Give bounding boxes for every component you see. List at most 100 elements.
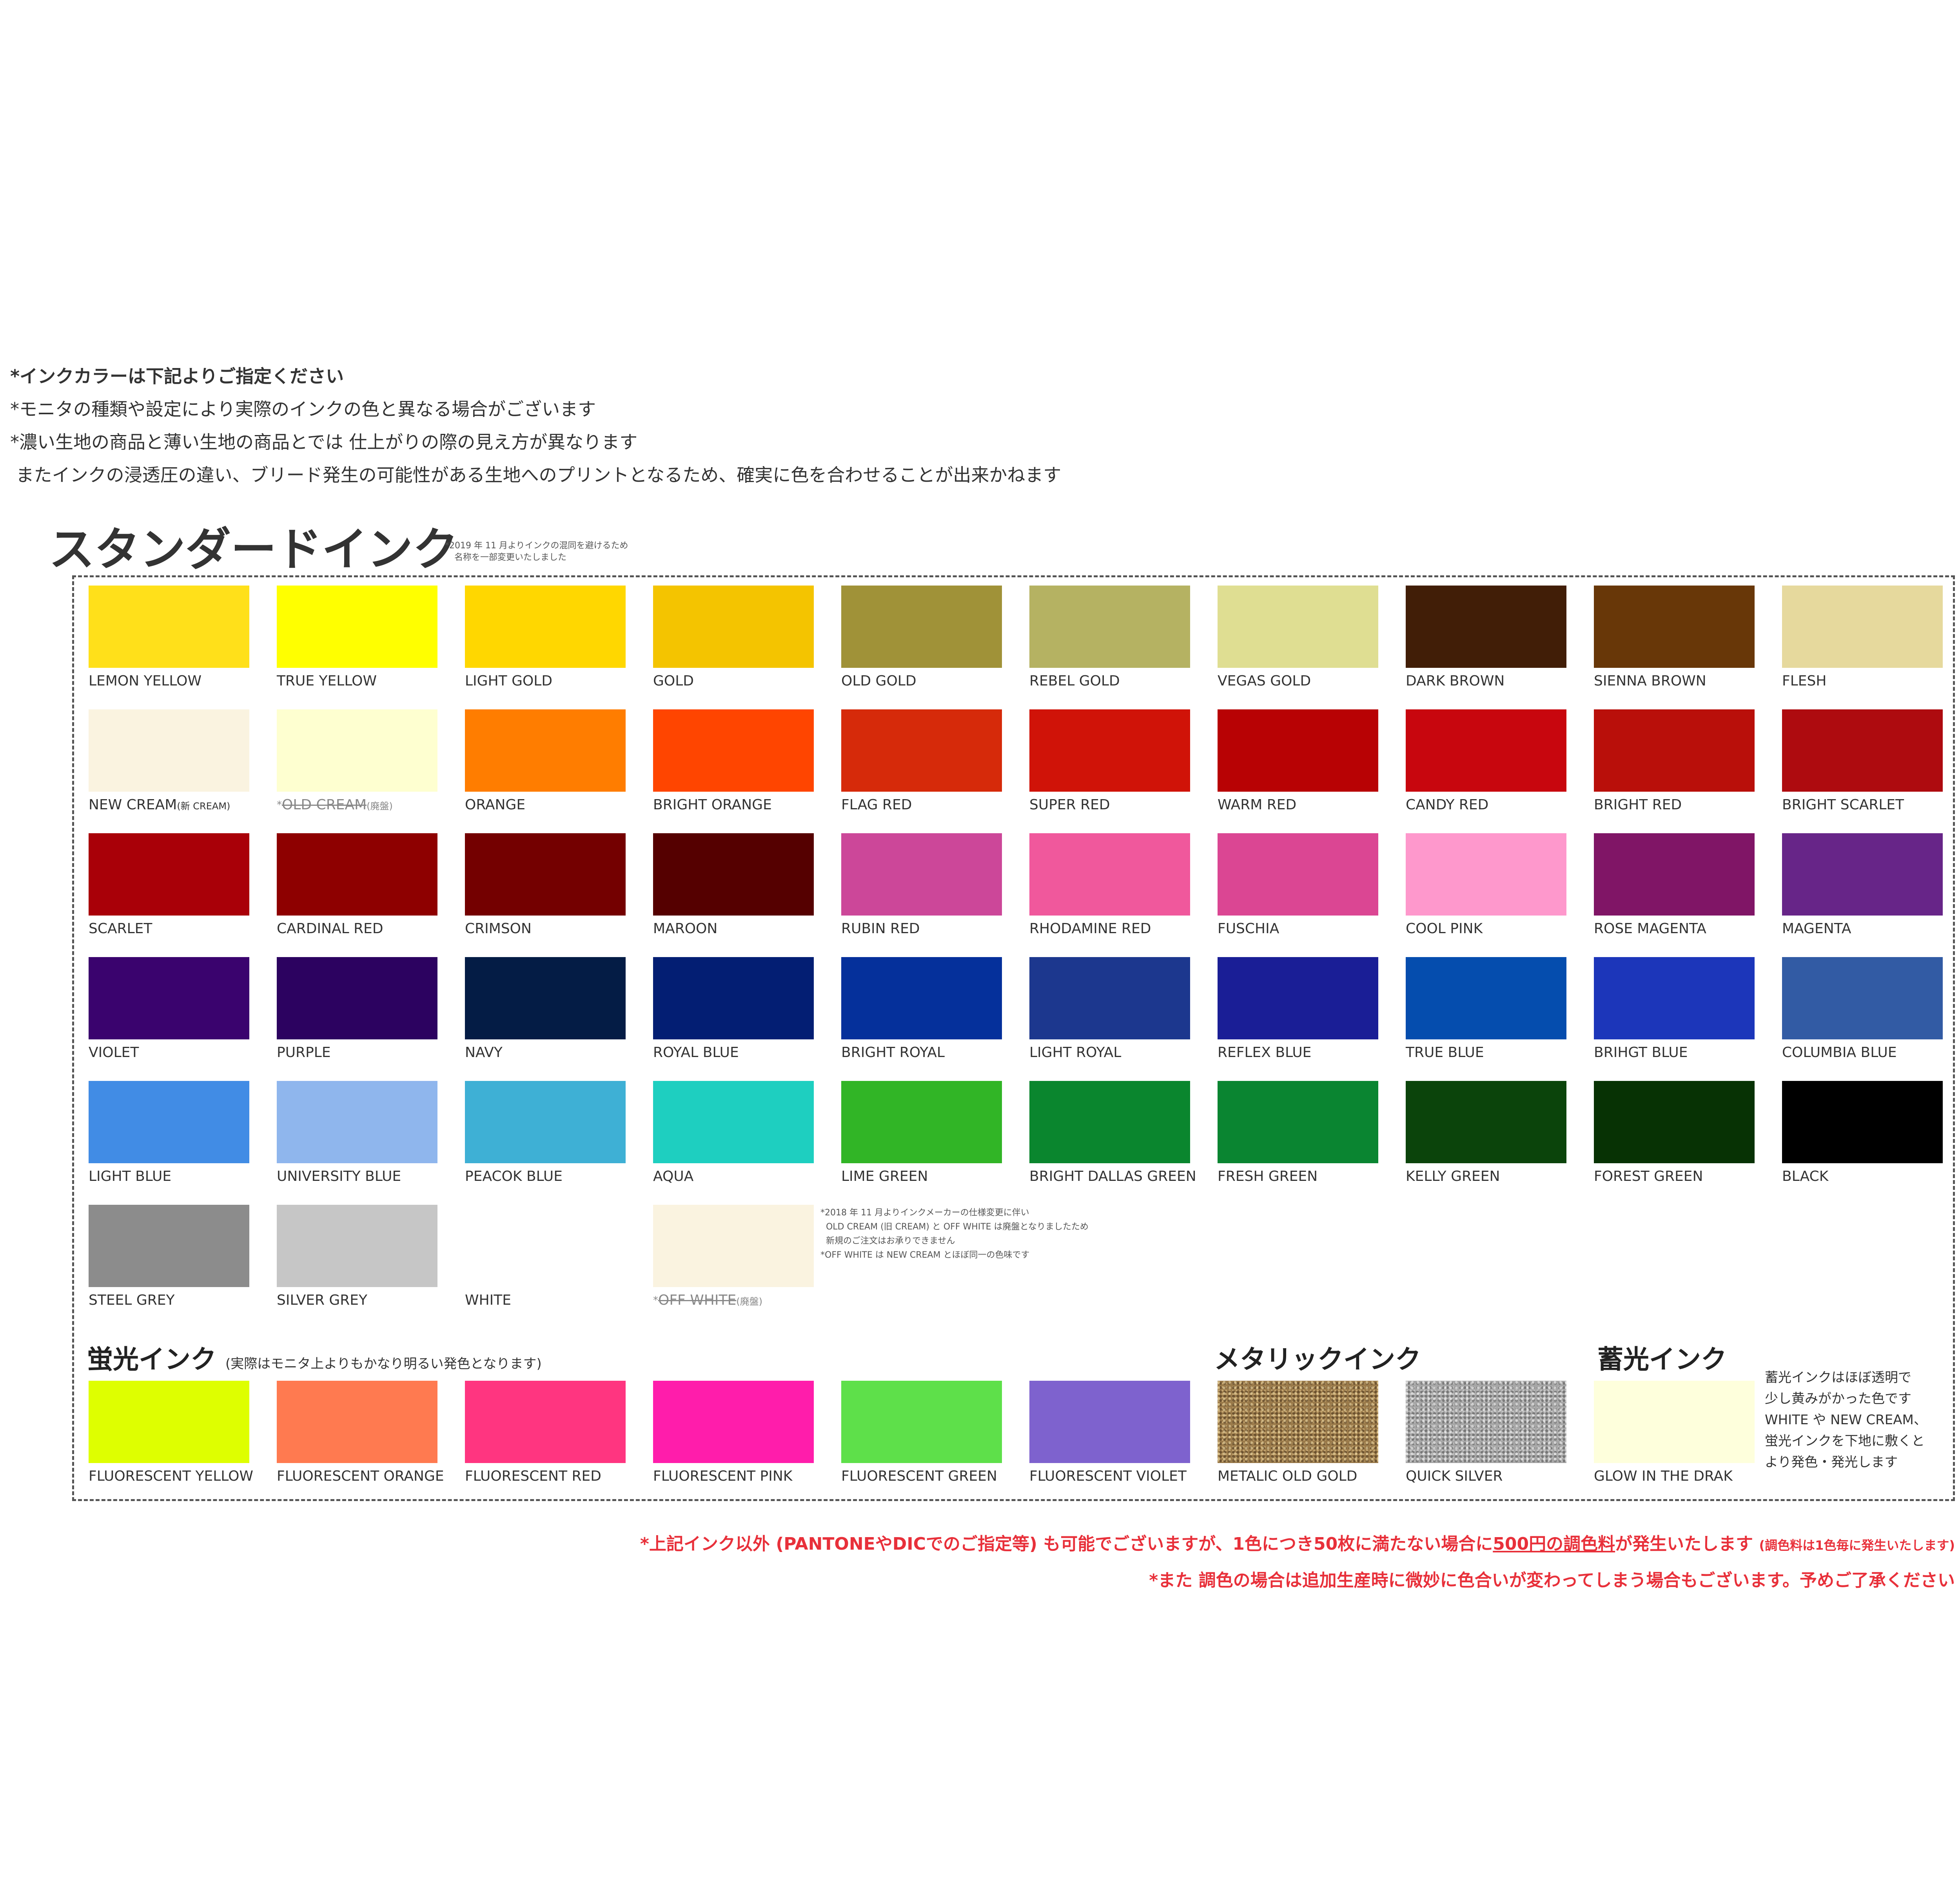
color-swatch <box>1218 957 1378 1039</box>
swatch-label: FUSCHIA <box>1218 920 1279 937</box>
swatch-label: MAGENTA <box>1782 920 1851 937</box>
swatch-name: RHODAMINE RED <box>1029 921 1151 937</box>
swatch-name: FLUORESCENT YELLOW <box>89 1468 254 1484</box>
swatch-name: GOLD <box>653 673 694 689</box>
swatch-name: PURPLE <box>277 1044 331 1061</box>
color-swatch <box>1406 1381 1566 1463</box>
swatch-name: FLUORESCENT GREEN <box>841 1468 997 1484</box>
swatch-label: BLACK <box>1782 1168 1828 1185</box>
swatch-name: FLUORESCENT VIOLET <box>1029 1468 1187 1484</box>
asterisk-mark: * <box>277 799 282 811</box>
color-swatch <box>1218 586 1378 668</box>
color-swatch <box>89 833 249 916</box>
swatch-label: UNIVERSITY BLUE <box>277 1168 401 1185</box>
swatch-label: FOREST GREEN <box>1594 1168 1703 1185</box>
swatch-name: LIGHT GOLD <box>465 673 553 689</box>
swatch-label: CRIMSON <box>465 920 532 937</box>
color-swatch <box>653 957 814 1039</box>
swatch-label: GOLD <box>653 673 694 690</box>
swatch-name: OLD CREAM <box>282 797 367 813</box>
color-swatch <box>465 1081 626 1163</box>
swatch-label: LIGHT BLUE <box>89 1168 171 1185</box>
swatch-label: VEGAS GOLD <box>1218 673 1311 690</box>
swatch-name: ROYAL BLUE <box>653 1044 739 1061</box>
swatch-name: UNIVERSITY BLUE <box>277 1168 401 1184</box>
swatch-label: REBEL GOLD <box>1029 673 1120 690</box>
swatch-name: BRIGHT ORANGE <box>653 797 772 813</box>
color-swatch <box>1218 1081 1378 1163</box>
swatch-label: REFLEX BLUE <box>1218 1044 1311 1061</box>
swatch-name: SIENNA BROWN <box>1594 673 1706 689</box>
swatch-name: VIOLET <box>89 1044 139 1061</box>
swatch-label: VIOLET <box>89 1044 139 1061</box>
color-swatch <box>1782 833 1943 916</box>
swatch-label: TRUE BLUE <box>1406 1044 1484 1061</box>
swatch-label: KELLY GREEN <box>1406 1168 1500 1185</box>
swatch-label: ROSE MAGENTA <box>1594 920 1706 937</box>
swatch-name: STEEL GREY <box>89 1292 175 1308</box>
swatch-label: QUICK SILVER <box>1406 1468 1503 1485</box>
color-swatch <box>1594 586 1755 668</box>
swatch-label: WHITE <box>465 1292 511 1309</box>
swatch-label: FLUORESCENT VIOLET <box>1029 1468 1187 1485</box>
red-notes: *上記インク以外 (PANTONEやDICでのご指定等) も可能でございますが、… <box>640 1527 1955 1598</box>
fluorescent-note: (実際はモニタ上よりもかなり明るい発色となります) <box>225 1356 542 1372</box>
swatch-name: LEMON YELLOW <box>89 673 202 689</box>
swatch-label: CANDY RED <box>1406 796 1488 814</box>
color-swatch <box>277 1205 437 1287</box>
color-swatch <box>1406 586 1566 668</box>
color-swatch <box>1029 833 1190 916</box>
swatch-label: SILVER GREY <box>277 1292 367 1309</box>
swatch-label: *OFF WHITE(廃盤) <box>653 1292 762 1310</box>
swatch-name: AQUA <box>653 1168 694 1184</box>
red-note-1: *上記インク以外 (PANTONEやDICでのご指定等) も可能でございますが、… <box>640 1534 1955 1554</box>
color-swatch <box>89 1381 249 1463</box>
swatch-label: BRIGHT RED <box>1594 796 1682 814</box>
swatch-name: VEGAS GOLD <box>1218 673 1311 689</box>
swatch-label: BRIHGT BLUE <box>1594 1044 1688 1061</box>
swatch-label: NAVY <box>465 1044 503 1061</box>
swatch-label: BRIGHT DALLAS GREEN <box>1029 1168 1196 1185</box>
swatch-label: LIME GREEN <box>841 1168 928 1185</box>
color-swatch <box>277 1381 437 1463</box>
swatch-name: GLOW IN THE DRAK <box>1594 1468 1733 1484</box>
notes: *インクカラーは下記よりご指定ください *モニタの種類や設定により実際のインクの… <box>10 360 1061 491</box>
swatch-name: DARK BROWN <box>1406 673 1505 689</box>
swatch-label: STEEL GREY <box>89 1292 174 1309</box>
color-swatch <box>653 1205 814 1287</box>
color-swatch <box>1218 833 1378 916</box>
swatch-label: PEACOK BLUE <box>465 1168 563 1185</box>
swatch-name: BRIGHT DALLAS GREEN <box>1029 1168 1196 1184</box>
color-swatch <box>1782 957 1943 1039</box>
swatch-name: FLAG RED <box>841 797 912 813</box>
swatch-name: FOREST GREEN <box>1594 1168 1703 1184</box>
swatch-name: CRIMSON <box>465 921 532 937</box>
color-swatch <box>89 1205 249 1287</box>
swatch-name: WHITE <box>465 1292 512 1308</box>
color-swatch <box>277 1081 437 1163</box>
swatch-label: LEMON YELLOW <box>89 673 201 690</box>
color-swatch <box>841 586 1002 668</box>
glow-note: 蓄光インクはほぼ透明で 少し黄みがかった色です WHITE や NEW CREA… <box>1765 1370 1927 1470</box>
swatch-name: OFF WHITE <box>658 1292 737 1308</box>
swatch-name: MAROON <box>653 921 718 937</box>
color-swatch <box>1029 957 1190 1039</box>
swatch-label: GLOW IN THE DRAK <box>1594 1468 1733 1485</box>
swatch-label: FLUORESCENT PINK <box>653 1468 792 1485</box>
color-swatch <box>653 1381 814 1463</box>
swatch-label: AQUA <box>653 1168 693 1185</box>
swatch-label: FRESH GREEN <box>1218 1168 1318 1185</box>
swatch-name: ORANGE <box>465 797 526 813</box>
swatch-label: RHODAMINE RED <box>1029 920 1151 937</box>
color-swatch <box>89 586 249 668</box>
swatch-name: REFLEX BLUE <box>1218 1044 1312 1061</box>
swatch-label: METALIC OLD GOLD <box>1218 1468 1357 1485</box>
fluorescent-title: 蛍光インク (実際はモニタ上よりもかなり明るい発色となります) <box>87 1344 542 1374</box>
swatch-suffix: (新 CREAM) <box>177 801 230 812</box>
color-swatch <box>1406 833 1566 916</box>
swatch-label: FLUORESCENT YELLOW <box>89 1468 253 1485</box>
swatch-label: NEW CREAM(新 CREAM) <box>89 796 230 815</box>
color-swatch <box>277 586 437 668</box>
color-swatch <box>1029 586 1190 668</box>
swatch-label: ORANGE <box>465 796 525 814</box>
